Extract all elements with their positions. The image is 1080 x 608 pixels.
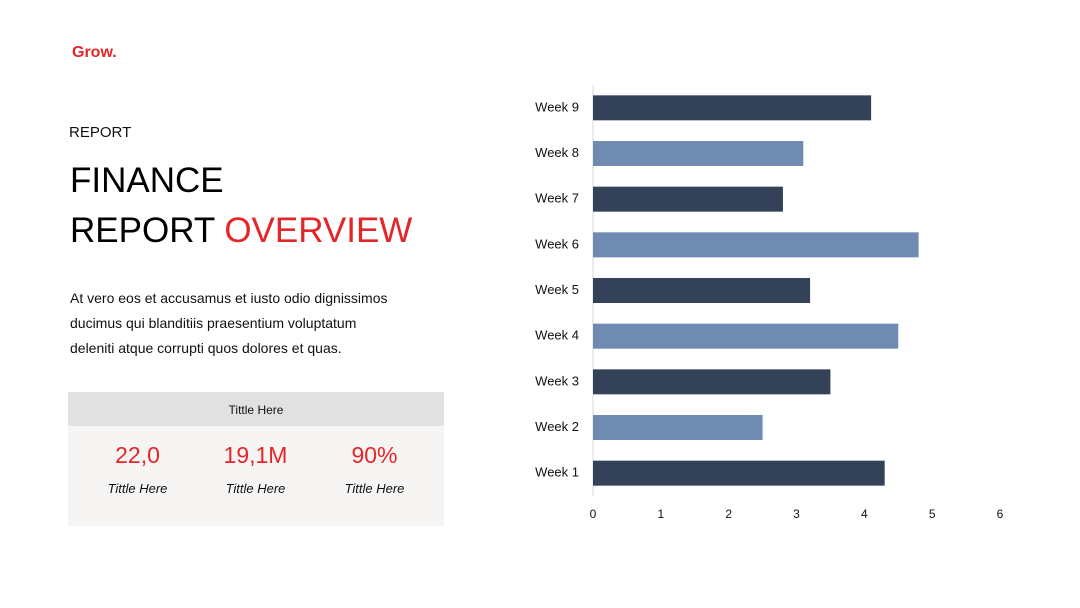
x-tick-label: 2 bbox=[725, 507, 732, 521]
stats-box: Tittle Here 22,0 Tittle Here 19,1M Tittle … bbox=[68, 392, 444, 526]
x-tick-label: 6 bbox=[997, 507, 1004, 521]
title-line: REPORT OVERVIEW bbox=[70, 206, 412, 256]
y-tick-label: Week 7 bbox=[535, 191, 579, 206]
y-tick-label: Week 4 bbox=[535, 328, 579, 343]
y-tick-label: Week 3 bbox=[535, 373, 579, 388]
body-text: At vero eos et accusamus et iusto odio d… bbox=[70, 286, 388, 361]
x-tick-label: 1 bbox=[657, 507, 664, 521]
stat-value: 90% bbox=[351, 442, 398, 468]
stat-value: 19,1M bbox=[223, 442, 288, 468]
body-line: At vero eos et accusamus et iusto odio d… bbox=[70, 290, 388, 306]
stat: 22,0 Tittle Here bbox=[75, 442, 200, 496]
bar bbox=[593, 460, 885, 486]
x-tick-label: 3 bbox=[793, 507, 800, 521]
title-line: FINANCE bbox=[70, 161, 224, 200]
bar bbox=[593, 141, 804, 166]
title: FINANCE REPORT OVERVIEW bbox=[70, 156, 412, 256]
body-line: ducimus qui blanditiis praesentium volup… bbox=[70, 315, 357, 331]
x-tick-label: 0 bbox=[590, 507, 597, 521]
bar bbox=[593, 232, 919, 258]
stat-value: 22,0 bbox=[115, 442, 160, 468]
stats-header: Tittle Here bbox=[68, 392, 444, 426]
bar bbox=[593, 278, 811, 303]
body-line: deleniti atque corrupti quos dolores et … bbox=[70, 340, 342, 356]
title-text: REPORT bbox=[70, 211, 215, 250]
stat-label: Tittle Here bbox=[107, 481, 168, 496]
y-tick-label: Week 1 bbox=[535, 465, 579, 480]
stat-label: Tittle Here bbox=[225, 481, 286, 496]
y-tick-label: Week 8 bbox=[535, 145, 579, 160]
bar bbox=[593, 95, 872, 121]
bar bbox=[593, 186, 783, 212]
stat-label: Tittle Here bbox=[344, 481, 405, 496]
brand: Grow. bbox=[72, 44, 117, 61]
x-tick-label: 4 bbox=[861, 507, 868, 521]
y-tick-label: Week 9 bbox=[535, 99, 579, 114]
x-tick-label: 5 bbox=[929, 507, 936, 521]
stat: 19,1M Tittle Here bbox=[193, 442, 318, 496]
bar bbox=[593, 323, 899, 349]
y-tick-label: Week 6 bbox=[535, 236, 579, 251]
bar bbox=[593, 369, 831, 395]
title-highlight: OVERVIEW bbox=[224, 211, 413, 250]
stat: 90% Tittle Here bbox=[312, 442, 437, 496]
y-tick-label: Week 2 bbox=[535, 419, 579, 434]
y-tick-label: Week 5 bbox=[535, 282, 579, 297]
kicker: REPORT bbox=[69, 124, 132, 141]
bar bbox=[593, 415, 763, 440]
